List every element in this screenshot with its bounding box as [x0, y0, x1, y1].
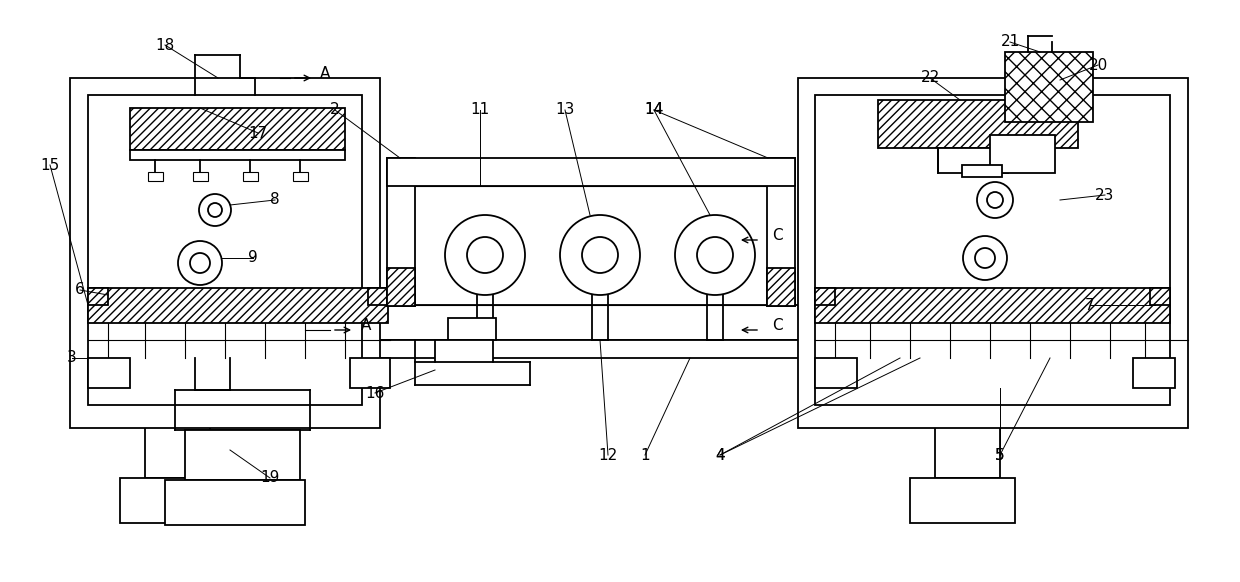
Text: 19: 19: [260, 470, 280, 485]
Text: 13: 13: [556, 102, 574, 118]
Bar: [1004, 52, 1092, 122]
Bar: [815, 95, 1171, 405]
Text: 6: 6: [76, 282, 84, 297]
Text: 23: 23: [1095, 187, 1115, 203]
Bar: [368, 288, 388, 305]
Bar: [962, 165, 1002, 177]
Circle shape: [190, 253, 210, 273]
Bar: [1133, 358, 1176, 388]
Text: 3: 3: [67, 350, 77, 365]
Text: 14: 14: [645, 102, 663, 118]
Bar: [243, 172, 258, 181]
Circle shape: [560, 215, 640, 295]
Bar: [387, 268, 415, 306]
Circle shape: [198, 194, 231, 226]
Circle shape: [975, 248, 994, 268]
Bar: [350, 358, 391, 388]
Circle shape: [987, 192, 1003, 208]
Text: 1: 1: [640, 448, 650, 463]
Bar: [815, 288, 1171, 323]
Text: 12: 12: [599, 448, 618, 463]
Text: 5: 5: [996, 448, 1004, 463]
Text: 14: 14: [645, 102, 663, 118]
Bar: [878, 100, 1078, 148]
Bar: [910, 478, 1016, 523]
Bar: [815, 358, 857, 388]
Circle shape: [582, 237, 618, 273]
Text: 18: 18: [155, 37, 175, 52]
Circle shape: [445, 215, 525, 295]
Text: 4: 4: [715, 448, 725, 463]
Text: 15: 15: [41, 158, 60, 172]
Bar: [120, 478, 224, 523]
Bar: [387, 158, 415, 306]
Text: 8: 8: [270, 193, 280, 208]
Bar: [130, 150, 345, 160]
Bar: [130, 108, 345, 150]
Circle shape: [208, 203, 222, 217]
Bar: [185, 430, 300, 480]
Bar: [148, 172, 162, 181]
Text: A: A: [320, 66, 330, 81]
Text: A: A: [361, 318, 371, 333]
Bar: [935, 358, 999, 478]
Bar: [1149, 288, 1171, 305]
Bar: [387, 158, 795, 186]
Bar: [130, 340, 1115, 358]
Text: 9: 9: [248, 250, 258, 265]
Circle shape: [977, 182, 1013, 218]
Circle shape: [963, 236, 1007, 280]
Bar: [69, 78, 379, 428]
Bar: [990, 135, 1055, 173]
Text: 11: 11: [470, 102, 490, 118]
Text: 2: 2: [330, 102, 340, 118]
Text: 20: 20: [1089, 58, 1107, 73]
Text: 5: 5: [996, 448, 1004, 463]
Bar: [193, 172, 208, 181]
Bar: [937, 148, 1008, 173]
Bar: [165, 480, 305, 525]
Circle shape: [179, 241, 222, 285]
Circle shape: [697, 237, 733, 273]
Circle shape: [675, 215, 755, 295]
Bar: [88, 288, 108, 305]
Bar: [293, 172, 308, 181]
Bar: [768, 158, 795, 306]
Bar: [448, 318, 496, 340]
Text: 16: 16: [366, 385, 384, 400]
Bar: [145, 358, 210, 478]
Text: 4: 4: [715, 448, 725, 463]
Bar: [799, 78, 1188, 428]
Bar: [815, 288, 835, 305]
Bar: [768, 268, 795, 306]
Text: 21: 21: [1001, 34, 1019, 49]
Bar: [88, 358, 130, 388]
Text: 17: 17: [248, 126, 268, 140]
Circle shape: [467, 237, 503, 273]
Bar: [130, 305, 1115, 340]
Text: 7: 7: [1085, 297, 1095, 313]
Text: C: C: [771, 318, 782, 333]
Bar: [88, 288, 388, 323]
Text: C: C: [771, 229, 782, 243]
Bar: [435, 340, 494, 362]
Text: 22: 22: [920, 70, 940, 86]
Bar: [88, 95, 362, 405]
